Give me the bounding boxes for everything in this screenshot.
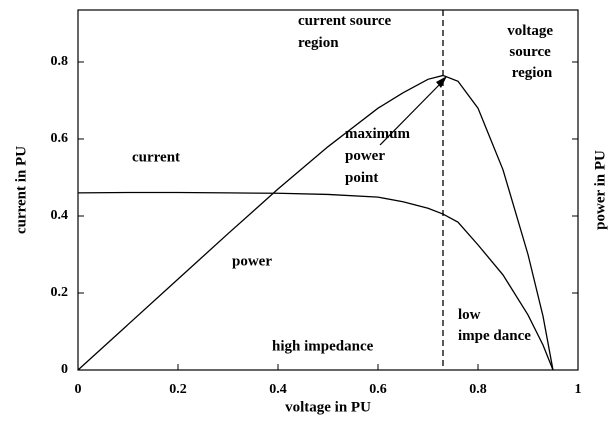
annotation-line: voltage	[507, 23, 553, 39]
y-axis-label: current in PU	[13, 146, 29, 234]
y-tick-label: 0	[61, 362, 68, 377]
x-tick-label: 0.6	[369, 382, 387, 397]
annotation: maximum power point	[345, 126, 414, 186]
series-label: current	[132, 149, 180, 165]
annotation-line: maximum	[345, 126, 411, 142]
x-tick-label: 0	[75, 382, 82, 397]
series-line	[77, 191, 554, 371]
x-axis-label: voltage in PU	[285, 399, 371, 415]
annotation: high impedance	[272, 338, 374, 354]
annotation-line: source	[509, 44, 551, 60]
x-tick-label: 0.4	[269, 382, 287, 397]
plot-frame	[77, 9, 579, 371]
annotation-line: region	[512, 65, 553, 81]
annotation: current source region	[298, 13, 395, 51]
x-tick-label: 1	[575, 382, 582, 397]
annotation-line: power	[345, 148, 385, 164]
series-line	[77, 74, 554, 371]
annotation: low impe dance	[458, 307, 531, 344]
arrow-shaft	[379, 79, 445, 146]
series-label: power	[232, 253, 272, 269]
y-tick-label: 0.4	[51, 208, 69, 223]
y-tick-label: 0.2	[51, 285, 69, 300]
annotation-line: low	[458, 307, 481, 323]
annotation-line: region	[298, 35, 339, 51]
y-tick-label: 0.6	[51, 131, 69, 146]
y-tick-label: 0.8	[51, 54, 69, 69]
annotation-line: current source	[298, 13, 392, 29]
annotation-line: impe dance	[458, 328, 531, 344]
x-tick-label: 0.8	[469, 382, 487, 397]
y2-axis-label: power in PU	[592, 150, 608, 230]
x-tick-label: 0.2	[169, 382, 187, 397]
annotation: voltage source region	[507, 23, 557, 81]
annotation-line: point	[345, 170, 378, 186]
arrow-head	[436, 76, 447, 88]
